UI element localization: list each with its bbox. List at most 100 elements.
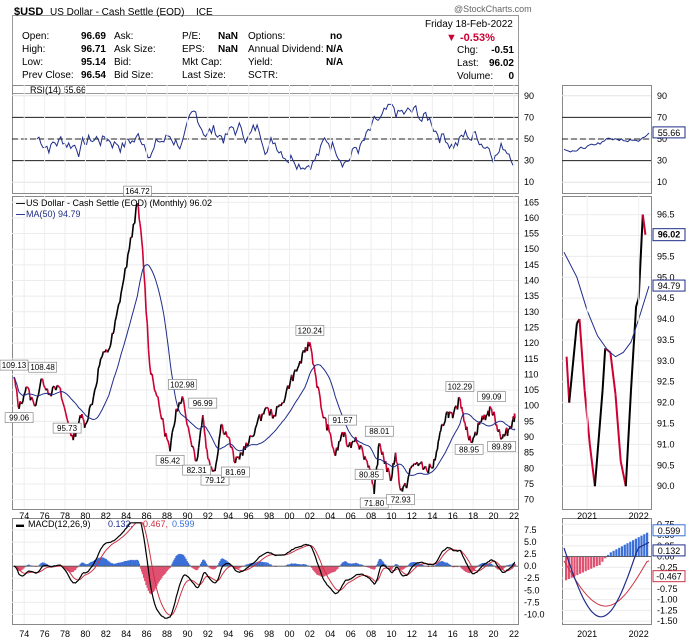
- side-rsi-line: [563, 132, 650, 153]
- quote-frame: [12, 15, 519, 94]
- macd-histogram-bar: [440, 561, 442, 567]
- side-macd-histogram-bar: [626, 543, 629, 557]
- macd-histogram-bar: [317, 566, 319, 576]
- macd-histogram-bar: [343, 561, 346, 567]
- macd-histogram-bar: [217, 565, 219, 567]
- side-price-y-tick: 90.0: [657, 481, 675, 491]
- price-annotation-box: [445, 381, 475, 392]
- price-segment: [171, 428, 174, 433]
- price-segment: [63, 407, 67, 414]
- macd-y-tick: -5.0: [524, 585, 540, 595]
- price-segment: [227, 436, 231, 439]
- side-macd-histogram-bar: [565, 556, 568, 581]
- macd-x-tick: 88: [162, 629, 172, 639]
- macd-histogram-bar: [313, 566, 315, 571]
- quote-date: Friday 18-Feb-2022: [425, 19, 513, 30]
- price-segment: [128, 237, 132, 250]
- price-segment: [339, 434, 343, 442]
- price-annotation-box: [123, 185, 152, 197]
- macd-histogram-bar: [68, 566, 70, 572]
- price-segment: [408, 468, 411, 475]
- macd-histogram-bar: [470, 566, 473, 573]
- side-rsi-y-tick: 50: [657, 134, 667, 144]
- price-segment: [356, 442, 359, 446]
- price-segment: [39, 378, 42, 388]
- price-segment: [284, 390, 288, 399]
- volume-label: Volume:: [457, 71, 494, 82]
- macd-histogram-bar: [209, 566, 211, 569]
- macd-histogram-bar: [427, 566, 430, 568]
- macd-histogram-bar: [314, 566, 316, 573]
- macd-histogram-bar: [485, 563, 488, 567]
- price-segment: [83, 424, 87, 428]
- side-ma-last-value: 94.79: [658, 281, 681, 291]
- macd-histogram-bar: [340, 563, 343, 567]
- price-segment: [246, 442, 250, 447]
- side-price-segment: [601, 348, 607, 391]
- price-segment: [189, 439, 193, 448]
- macd-histogram-bar: [91, 561, 93, 567]
- side-macd-histogram-bar: [587, 556, 590, 570]
- price-segment: [253, 427, 257, 436]
- price-segment: [91, 396, 95, 406]
- rsi-y-tick: 50: [524, 134, 534, 144]
- macd-histogram-bar: [129, 559, 132, 567]
- macd-histogram-bar: [294, 563, 297, 567]
- price-segment: [174, 408, 177, 421]
- macd-histogram-bar: [334, 566, 337, 572]
- price-segment: [364, 456, 367, 461]
- macd-histogram-bar: [290, 563, 293, 567]
- macd-histogram-bar: [253, 563, 255, 567]
- macd-histogram-bar: [176, 555, 179, 567]
- price-x-tick: 16: [448, 511, 458, 521]
- price-segment: [60, 398, 64, 404]
- price-segment: [388, 472, 392, 481]
- macd-histogram-bar: [304, 564, 307, 567]
- macd-histogram-bar: [409, 563, 411, 567]
- macd-histogram-bar: [351, 563, 353, 567]
- macd-x-tick: 10: [387, 629, 397, 639]
- macd-x-tick: 86: [142, 629, 152, 639]
- price-segment: [165, 433, 168, 440]
- price-segment: [169, 440, 172, 452]
- macd-histogram-bar: [70, 566, 72, 573]
- macd-histogram-bar: [86, 564, 88, 567]
- macd-histogram-bar: [220, 559, 222, 567]
- rsi-y-tick: 70: [524, 112, 534, 122]
- side-rsi-y-tick: 30: [657, 156, 667, 166]
- price-segment: [389, 478, 393, 482]
- price-segment: [314, 372, 317, 378]
- macd-histogram-bar: [20, 566, 23, 571]
- macd-signal-line: [14, 522, 516, 616]
- macd-histogram-bar: [415, 562, 417, 567]
- side-price-segment: [637, 214, 644, 299]
- price-y-tick: 85: [524, 448, 534, 458]
- macd-histogram-bar: [239, 566, 242, 568]
- macd-histogram-bar: [383, 563, 386, 567]
- macd-histogram-bar: [101, 557, 103, 567]
- side-macd-frame: [562, 518, 652, 625]
- price-segment: [490, 407, 492, 410]
- price-segment: [475, 433, 478, 436]
- price-annotation-box: [386, 494, 416, 505]
- macd-histogram-bar: [419, 564, 422, 567]
- macd-histogram-bar: [215, 566, 217, 568]
- macd-x-tick: 12: [407, 629, 417, 639]
- macd-histogram-bar: [449, 564, 451, 567]
- price-y-tick: 95: [524, 416, 534, 426]
- macd-line: [13, 522, 516, 619]
- macd-histogram-bar: [40, 563, 42, 567]
- macd-histogram-bar: [180, 554, 183, 567]
- macd-histogram-bar: [166, 566, 168, 571]
- macd-histogram-bar: [396, 564, 399, 567]
- side-price-y-tick: 91.5: [657, 419, 675, 429]
- side-price-segment: [593, 390, 604, 487]
- high-value: 96.71: [80, 44, 106, 55]
- price-annotation-box: [221, 466, 250, 478]
- macd-histogram-bar: [421, 564, 423, 567]
- price-segment: [58, 386, 61, 389]
- macd-y-tick: -10.0: [524, 609, 545, 619]
- macd-histogram-bar: [315, 566, 317, 574]
- price-annotation: 82.31: [187, 466, 208, 475]
- price-segment: [106, 349, 110, 353]
